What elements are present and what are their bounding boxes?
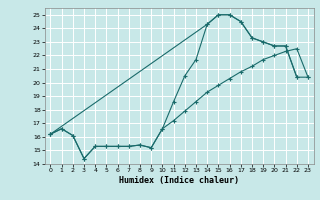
X-axis label: Humidex (Indice chaleur): Humidex (Indice chaleur) (119, 176, 239, 185)
